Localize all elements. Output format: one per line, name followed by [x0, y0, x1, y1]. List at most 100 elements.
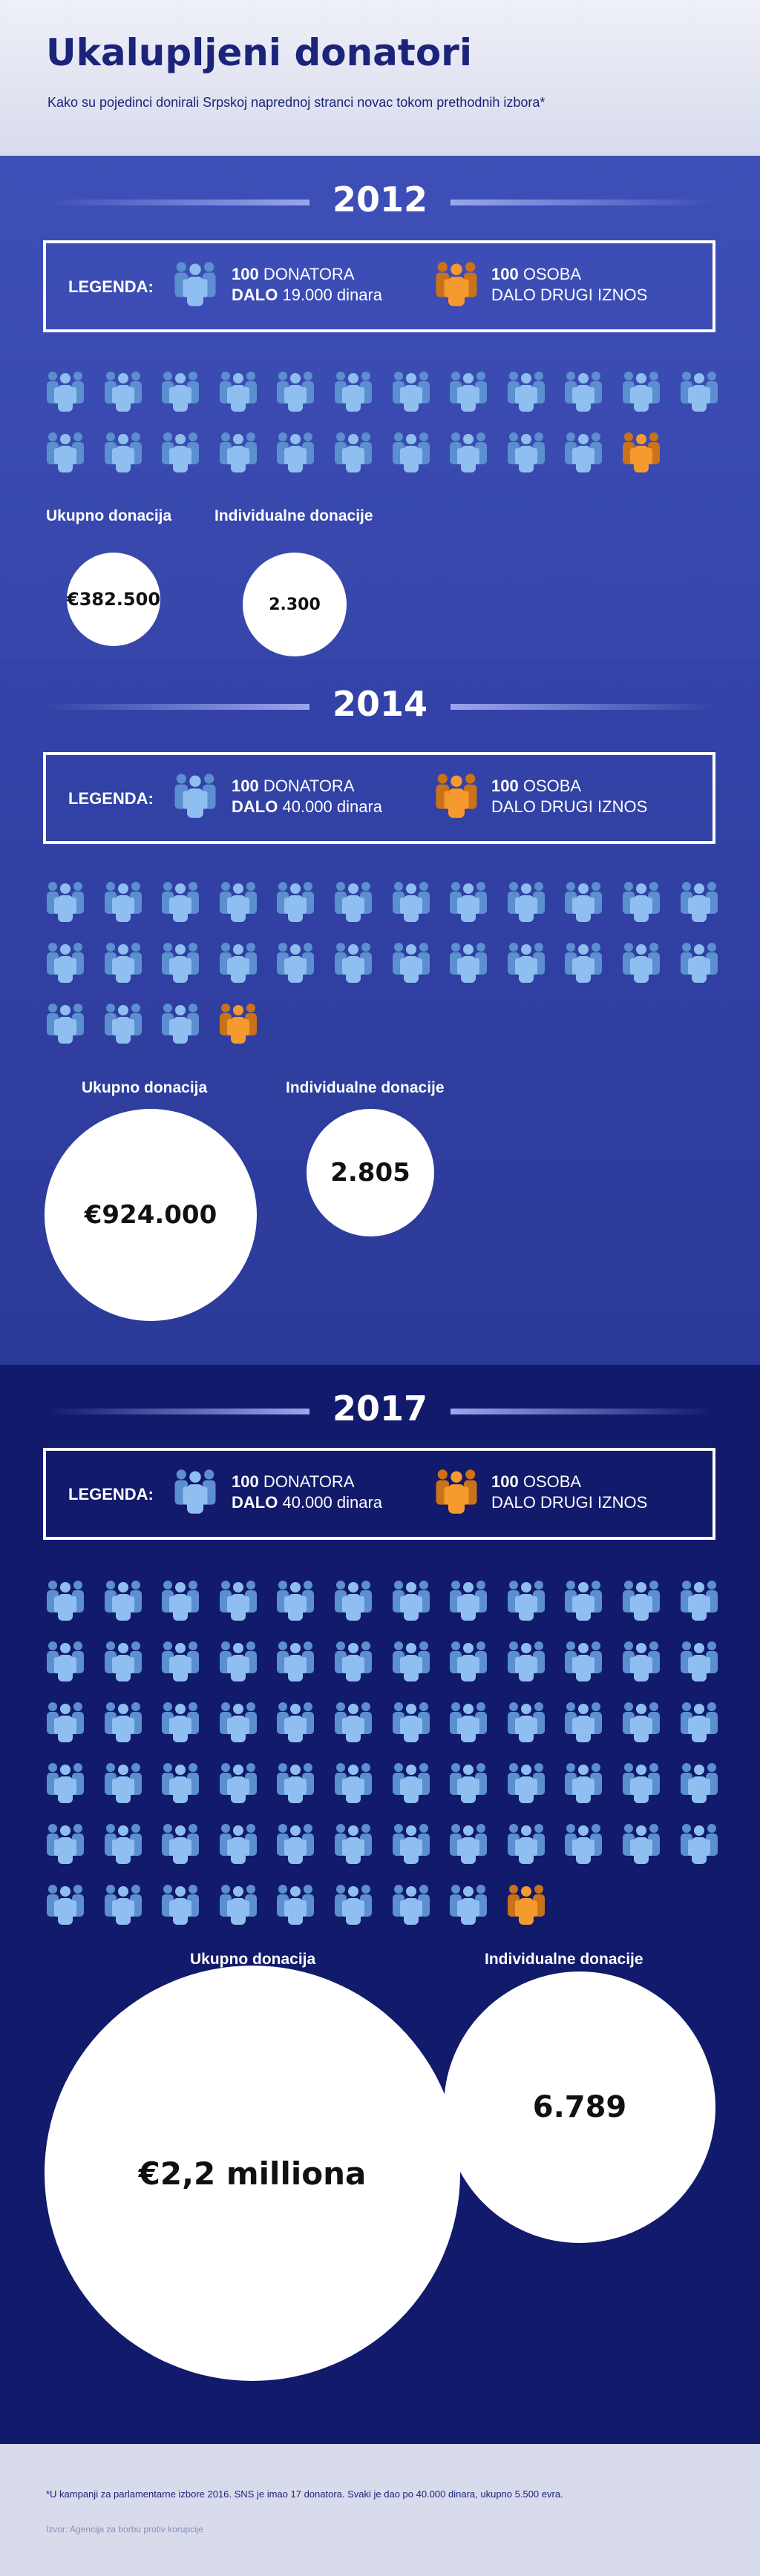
- people-group-icon: [332, 880, 374, 924]
- people-group-icon: [332, 369, 374, 414]
- people-group-icon: [505, 941, 547, 985]
- people-group-icon: [45, 941, 86, 985]
- people-group-icon: [563, 1578, 604, 1623]
- section-2012: 2012 LEGENDA: 100 DONATORA DALO 19.000 d…: [0, 156, 760, 660]
- legend-box: LEGENDA: 100 DONATORA DALO 40.000 dinara…: [43, 1448, 715, 1540]
- people-group-icon: [332, 1822, 374, 1866]
- legend-donor-gave: DALO: [232, 1493, 278, 1512]
- divider: [46, 704, 309, 710]
- individual-donations-circle: 2.805: [307, 1109, 434, 1236]
- people-group-icon: [160, 1822, 201, 1866]
- legend-other-text: 100 OSOBA DALO DRUGI IZNOS: [491, 776, 647, 817]
- section-2017: 2017 LEGENDA: 100 DONATORA DALO 40.000 d…: [0, 1365, 760, 2444]
- legend-donor-amount: 19.000 dinara: [282, 286, 383, 304]
- legend-donor-word: DONATORA: [263, 265, 355, 283]
- individual-donations-circle: 2.300: [243, 553, 347, 656]
- people-group-icon: [505, 430, 547, 475]
- people-group-icon: [332, 1639, 374, 1684]
- people-group-icon: [505, 1700, 547, 1745]
- legend-other-word: OSOBA: [522, 1472, 582, 1491]
- people-group-icon: [217, 1639, 259, 1684]
- legend-donor-count: 100: [232, 1472, 259, 1491]
- people-group-icon: [390, 1822, 432, 1866]
- people-group-icon: [390, 1882, 432, 1927]
- people-group-icon: [448, 941, 489, 985]
- people-group-icon: [563, 941, 604, 985]
- source-note: Izvor: Agencija za borbu protiv korupcij…: [46, 2524, 204, 2534]
- people-group-icon: [160, 1578, 201, 1623]
- people-group-icon: [217, 880, 259, 924]
- people-group-icon: [620, 880, 662, 924]
- people-group-orange-icon: [433, 260, 479, 312]
- people-group-icon: [45, 1001, 86, 1046]
- people-group-icon: [678, 1822, 720, 1866]
- legend-donor-gave: DALO: [232, 286, 278, 304]
- people-group-icon: [505, 880, 547, 924]
- legend-donor-count: 100: [232, 265, 259, 283]
- people-group-icon: [160, 1700, 201, 1745]
- people-group-icon: [275, 369, 316, 414]
- people-group-icon: [332, 1700, 374, 1745]
- people-group-icon: [678, 1639, 720, 1684]
- people-group-icon: [620, 941, 662, 985]
- people-group-icon: [620, 369, 662, 414]
- people-group-icon: [102, 430, 144, 475]
- legend-donor-count: 100: [232, 777, 259, 795]
- people-group-icon: [332, 1578, 374, 1623]
- legend-other-desc: DALO DRUGI IZNOS: [491, 1493, 648, 1512]
- people-group-icon: [390, 941, 432, 985]
- legend-label: LEGENDA:: [68, 1485, 154, 1503]
- people-group-icon: [160, 1001, 201, 1046]
- legend-other-word: OSOBA: [522, 777, 582, 795]
- legend-donor-gave: DALO: [232, 797, 278, 816]
- people-group-icon: [275, 1700, 316, 1745]
- people-group-icon: [332, 941, 374, 985]
- people-group-icon: [45, 1882, 86, 1927]
- people-group-icon: [275, 430, 316, 475]
- year-heading: 2012: [46, 179, 714, 224]
- people-group-icon: [45, 1639, 86, 1684]
- total-donations-circle: €382.500: [67, 553, 160, 646]
- legend-donor-word: DONATORA: [263, 1472, 355, 1491]
- legend-donor-text: 100 DONATORA DALO 40.000 dinara: [232, 1472, 382, 1513]
- people-group-icon: [678, 880, 720, 924]
- people-group-icon: [332, 1882, 374, 1927]
- year-label: 2012: [332, 179, 428, 220]
- people-group-icon: [45, 880, 86, 924]
- people-group-icon: [217, 1882, 259, 1927]
- legend-other-desc: DALO DRUGI IZNOS: [491, 797, 648, 816]
- people-group-icon: [275, 1761, 316, 1805]
- total-donations-label: Ukupno donacija: [190, 1951, 316, 1968]
- people-group-icon: [505, 1578, 547, 1623]
- people-group-icon: [45, 369, 86, 414]
- people-group-icon: [275, 941, 316, 985]
- people-group-icon: [390, 1639, 432, 1684]
- people-group-icon: [620, 1761, 662, 1805]
- people-group-icon: [160, 1761, 201, 1805]
- total-donations-label: Ukupno donacija: [46, 507, 172, 524]
- people-group-icon: [448, 1578, 489, 1623]
- people-group-icon: [102, 1700, 144, 1745]
- people-group-icon: [390, 880, 432, 924]
- people-group-icon: [448, 430, 489, 475]
- divider: [451, 200, 714, 205]
- section-2014: 2014 LEGENDA: 100 DONATORA DALO 40.000 d…: [0, 660, 760, 1365]
- divider: [451, 704, 714, 710]
- people-group-icon: [448, 880, 489, 924]
- people-group-icon: [275, 1578, 316, 1623]
- people-group-orange-icon: [433, 1467, 479, 1520]
- people-group-icon: [172, 1467, 218, 1520]
- header: Ukalupljeni donatori Kako su pojedinci d…: [0, 0, 760, 156]
- people-group-icon: [102, 1639, 144, 1684]
- people-group-orange-icon: [217, 1001, 259, 1046]
- legend-donor-text: 100 DONATORA DALO 40.000 dinara: [232, 776, 382, 817]
- footnote: *U kampanji za parlamentarne izbore 2016…: [46, 2488, 563, 2500]
- legend-donor-word: DONATORA: [263, 777, 355, 795]
- individual-donations-label: Individualne donacije: [214, 507, 373, 524]
- legend-other-count: 100: [491, 1472, 519, 1491]
- legend-donor-amount: 40.000 dinara: [282, 1493, 383, 1512]
- people-group-icon: [448, 1761, 489, 1805]
- people-group-icon: [332, 1761, 374, 1805]
- legend-other-text: 100 OSOBA DALO DRUGI IZNOS: [491, 264, 647, 306]
- legend-box: LEGENDA: 100 DONATORA DALO 40.000 dinara…: [43, 752, 715, 844]
